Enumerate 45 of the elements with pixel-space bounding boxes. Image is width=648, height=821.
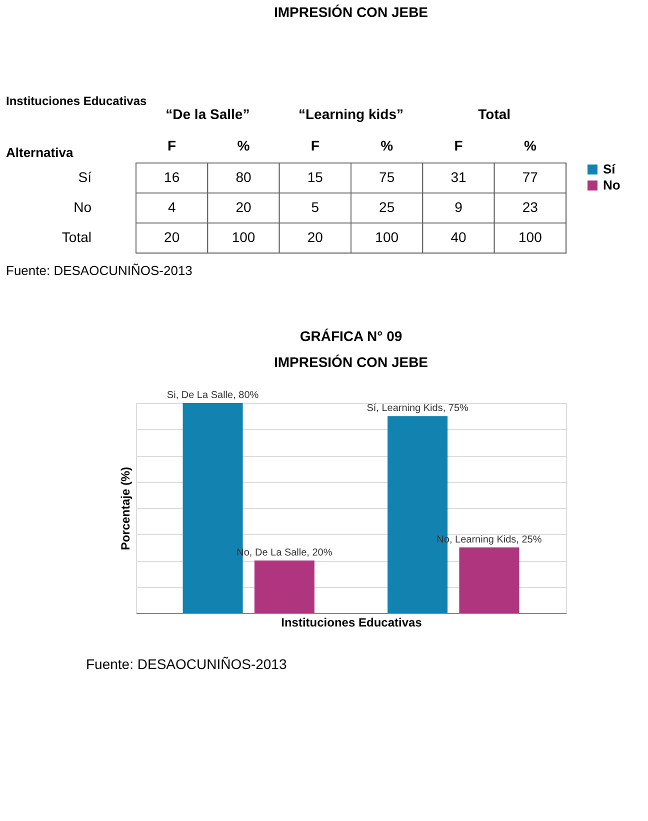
data-label: 100 <box>232 229 256 245</box>
legend-label: No <box>603 178 620 192</box>
bar <box>254 560 314 613</box>
data-label: 40 <box>450 229 466 245</box>
x-axis-title: Instituciones Educativas <box>281 616 422 630</box>
x-tick-label: F <box>310 138 320 154</box>
text: Alternativa <box>6 145 74 160</box>
text: “Learning kids” <box>298 106 404 122</box>
data-label: 77 <box>522 169 538 185</box>
data-label: 16 <box>164 169 180 185</box>
data-label: 100 <box>518 229 542 245</box>
y-axis-title: Porcentaje (%) <box>118 466 132 550</box>
chart-title: IMPRESIÓN CON JEBE <box>274 4 428 20</box>
data-label: 80 <box>236 169 252 185</box>
data-label: 15 <box>307 169 324 185</box>
x-tick-label: % <box>237 138 250 154</box>
data-label: 25 <box>379 199 395 215</box>
data-label: Si, De La Salle, 80% <box>166 390 259 401</box>
chart-title: GRÁFICA N° 09 <box>300 328 402 344</box>
bar <box>459 547 520 613</box>
data-label: 5 <box>311 199 320 215</box>
y-tick-label: Sí <box>78 169 92 185</box>
y-tick-label: No <box>74 199 92 215</box>
data-label: 20 <box>236 199 252 215</box>
data-label: 31 <box>450 169 466 185</box>
data-label: 23 <box>522 199 538 215</box>
text: “De la Salle” <box>166 106 250 122</box>
source-note: Fuente: DESAOCUNIÑOS-2013 <box>6 263 192 278</box>
data-label: 4 <box>168 199 176 215</box>
data-label: 20 <box>307 229 324 245</box>
x-tick-label: % <box>380 138 394 154</box>
text: Instituciones Educativas <box>6 94 148 108</box>
x-tick-label: % <box>524 138 537 154</box>
data-label: 75 <box>379 169 395 185</box>
x-tick-label: F <box>454 138 464 154</box>
y-tick-label: Total <box>62 229 92 245</box>
chart-subtitle: IMPRESIÓN CON JEBE <box>274 354 428 370</box>
data-label: 20 <box>164 229 180 245</box>
text: Total <box>478 106 511 122</box>
source-note: Fuente: DESAOCUNIÑOS-2013 <box>86 656 287 672</box>
data-label: 100 <box>375 229 399 245</box>
data-label: 9 <box>454 199 463 215</box>
x-tick-label: F <box>168 138 177 154</box>
legend-label: Sí <box>603 162 616 176</box>
data-label: Sí, Learning Kids, 75% <box>366 403 469 414</box>
